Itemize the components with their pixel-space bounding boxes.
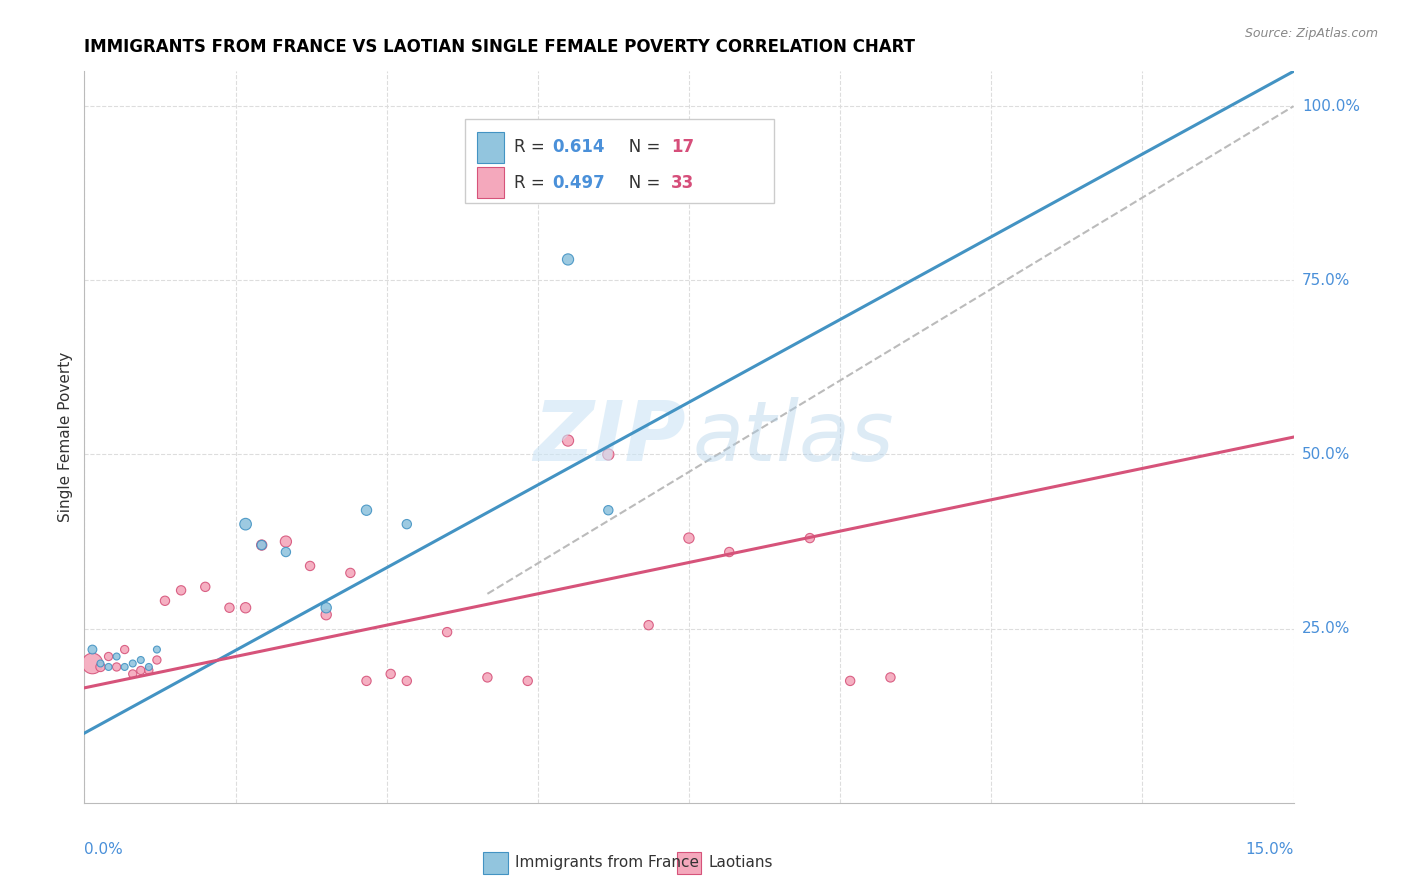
- Point: [274, 545, 297, 559]
- Point: [82, 642, 104, 657]
- Text: Laotians: Laotians: [709, 855, 773, 871]
- Point: [170, 583, 193, 598]
- Point: [235, 517, 257, 532]
- Point: [274, 534, 297, 549]
- Point: [121, 657, 143, 671]
- Point: [129, 664, 152, 678]
- Point: [114, 660, 136, 674]
- Text: Immigrants from France: Immigrants from France: [515, 855, 699, 871]
- Point: [114, 642, 136, 657]
- Point: [138, 664, 160, 678]
- Point: [477, 670, 499, 684]
- Point: [235, 600, 257, 615]
- Point: [557, 252, 579, 267]
- Y-axis label: Single Female Poverty: Single Female Poverty: [58, 352, 73, 522]
- Text: 50.0%: 50.0%: [1302, 447, 1350, 462]
- Point: [97, 649, 120, 664]
- Point: [89, 657, 111, 671]
- Text: 75.0%: 75.0%: [1302, 273, 1350, 288]
- FancyBboxPatch shape: [676, 852, 702, 874]
- Text: 25.0%: 25.0%: [1302, 621, 1350, 636]
- Point: [598, 503, 620, 517]
- Point: [436, 625, 458, 640]
- Point: [315, 600, 337, 615]
- Point: [146, 653, 169, 667]
- Point: [299, 558, 322, 573]
- Point: [89, 660, 111, 674]
- Point: [678, 531, 700, 545]
- Point: [250, 538, 273, 552]
- Text: 33: 33: [671, 174, 695, 192]
- Point: [839, 673, 862, 688]
- Text: R =: R =: [513, 138, 550, 156]
- Point: [718, 545, 741, 559]
- Text: N =: N =: [613, 174, 665, 192]
- Point: [516, 673, 538, 688]
- Point: [315, 607, 337, 622]
- Text: ZIP: ZIP: [533, 397, 685, 477]
- Point: [146, 642, 169, 657]
- Text: 100.0%: 100.0%: [1302, 99, 1360, 113]
- Point: [557, 434, 579, 448]
- Point: [105, 649, 128, 664]
- Point: [799, 531, 821, 545]
- Point: [380, 667, 402, 681]
- Point: [194, 580, 217, 594]
- Point: [637, 618, 659, 632]
- Text: 0.614: 0.614: [553, 138, 605, 156]
- Point: [129, 653, 152, 667]
- Point: [153, 594, 176, 608]
- Point: [82, 657, 104, 671]
- Point: [138, 660, 160, 674]
- Text: R =: R =: [513, 174, 550, 192]
- Point: [218, 600, 240, 615]
- Text: 15.0%: 15.0%: [1246, 842, 1294, 856]
- Point: [395, 673, 418, 688]
- Point: [356, 673, 378, 688]
- Point: [339, 566, 361, 580]
- Point: [395, 517, 418, 532]
- FancyBboxPatch shape: [465, 119, 773, 203]
- FancyBboxPatch shape: [484, 852, 508, 874]
- Point: [97, 660, 120, 674]
- Text: Source: ZipAtlas.com: Source: ZipAtlas.com: [1244, 27, 1378, 40]
- Text: IMMIGRANTS FROM FRANCE VS LAOTIAN SINGLE FEMALE POVERTY CORRELATION CHART: IMMIGRANTS FROM FRANCE VS LAOTIAN SINGLE…: [84, 38, 915, 56]
- Point: [879, 670, 901, 684]
- FancyBboxPatch shape: [478, 167, 503, 198]
- Text: 17: 17: [671, 138, 695, 156]
- Text: 0.0%: 0.0%: [84, 842, 124, 856]
- Text: atlas: atlas: [693, 397, 894, 477]
- Point: [250, 538, 273, 552]
- Text: 0.497: 0.497: [553, 174, 605, 192]
- Text: N =: N =: [613, 138, 665, 156]
- Point: [356, 503, 378, 517]
- Point: [598, 448, 620, 462]
- Point: [121, 667, 143, 681]
- FancyBboxPatch shape: [478, 132, 503, 163]
- Point: [105, 660, 128, 674]
